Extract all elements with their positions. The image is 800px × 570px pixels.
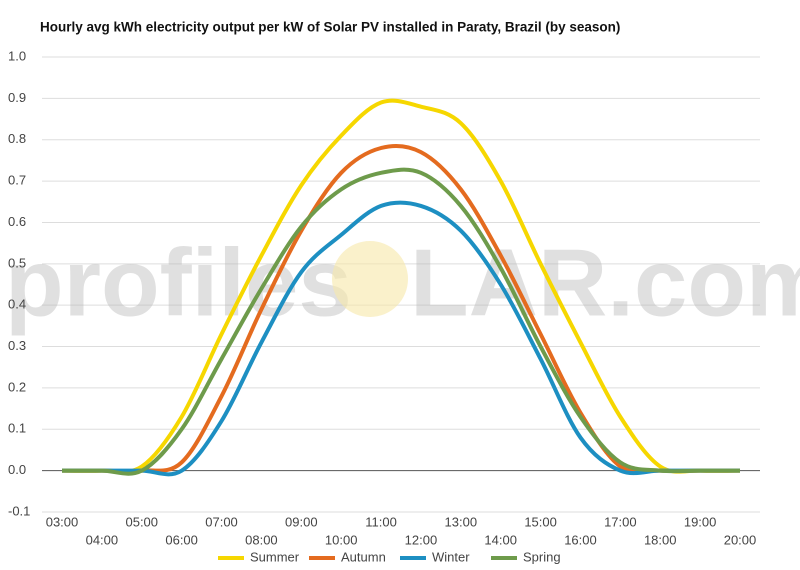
line xyxy=(61,200,740,477)
watermark: profiles xyxy=(5,229,352,336)
legend-label: Autumn xyxy=(341,549,386,564)
x-tick-label: 14:00 xyxy=(484,532,517,547)
y-tick-label: 0.1 xyxy=(8,421,26,436)
legend-label: Summer xyxy=(250,549,300,564)
watermark-sun xyxy=(332,241,408,317)
x-tick-label: 16:00 xyxy=(564,532,597,547)
x-tick-label: 19:00 xyxy=(684,514,717,529)
y-tick-label: 0.2 xyxy=(8,379,26,394)
y-tick-label: 0.3 xyxy=(8,338,26,353)
x-tick-label: 09:00 xyxy=(285,514,318,529)
watermark: LAR.com xyxy=(410,229,800,336)
line xyxy=(61,143,740,474)
y-tick-label: 0.7 xyxy=(8,173,26,188)
y-tick-label: 0.8 xyxy=(8,131,26,146)
x-tick-label: 07:00 xyxy=(205,514,238,529)
y-tick-label: 1.0 xyxy=(8,48,26,63)
y-tick-label: 0.9 xyxy=(8,90,26,105)
x-tick-label: 05:00 xyxy=(125,514,158,529)
x-tick-label: 20:00 xyxy=(724,532,757,547)
x-tick-label: 06:00 xyxy=(165,532,198,547)
x-tick-label: 03:00 xyxy=(46,514,79,529)
y-tick-label: 0.4 xyxy=(8,297,26,312)
y-tick-label: -0.1 xyxy=(8,503,30,518)
x-tick-label: 17:00 xyxy=(604,514,637,529)
line xyxy=(61,167,740,476)
x-tick-label: 10:00 xyxy=(325,532,358,547)
chart-title: Hourly avg kWh electricity output per kW… xyxy=(40,20,620,35)
x-tick-label: 12:00 xyxy=(405,532,438,547)
legend-label: Winter xyxy=(432,549,470,564)
x-tick-label: 04:00 xyxy=(86,532,119,547)
x-tick-label: 18:00 xyxy=(644,532,677,547)
legend-label: Spring xyxy=(523,549,561,564)
x-tick-label: 08:00 xyxy=(245,532,278,547)
x-tick-label: 13:00 xyxy=(445,514,478,529)
y-tick-label: 0.6 xyxy=(8,214,26,229)
y-tick-label: 0.5 xyxy=(8,255,26,270)
y-tick-label: 0.0 xyxy=(8,462,26,477)
x-tick-label: 11:00 xyxy=(365,514,397,529)
line xyxy=(61,98,741,474)
x-tick-label: 15:00 xyxy=(524,514,557,529)
